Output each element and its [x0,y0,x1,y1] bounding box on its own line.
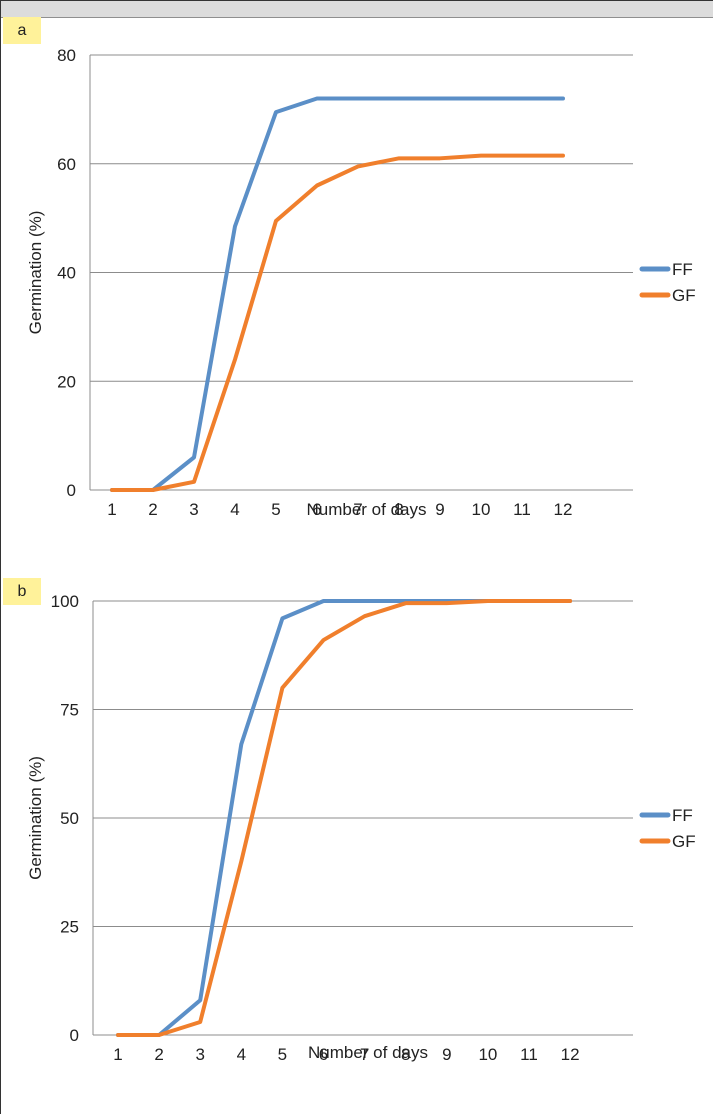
y-tick-label: 40 [57,264,76,283]
y-tick-label: 0 [70,1026,79,1045]
x-tick-label: 1 [107,500,116,519]
legend-label-ff: FF [672,260,693,279]
y-tick-label: 75 [60,701,79,720]
x-tick-label: 4 [230,500,239,519]
y-tick-label: 50 [60,809,79,828]
x-tick-label: 10 [478,1045,497,1064]
y-axis-title: Germination (%) [26,211,45,335]
x-axis-title: Number of days [308,1043,428,1062]
x-tick-label: 9 [435,500,444,519]
y-tick-label: 0 [67,481,76,500]
x-tick-label: 2 [148,500,157,519]
y-tick-label: 80 [57,46,76,65]
legend-label-gf: GF [672,286,696,305]
x-tick-label: 10 [472,500,491,519]
legend-label-ff: FF [672,806,693,825]
x-tick-label: 11 [520,1045,538,1064]
x-axis-title: Number of days [307,500,427,519]
x-tick-label: 3 [189,500,198,519]
y-tick-label: 20 [57,372,76,391]
x-tick-label: 12 [561,1045,580,1064]
y-tick-label: 25 [60,918,79,937]
x-tick-label: 5 [271,500,280,519]
y-tick-label: 60 [57,155,76,174]
y-axis-title: Germination (%) [26,756,45,880]
x-tick-label: 11 [513,500,531,519]
y-tick-label: 100 [51,592,79,611]
x-tick-label: 1 [113,1045,122,1064]
x-tick-label: 3 [195,1045,204,1064]
top-strip [1,1,713,18]
x-tick-label: 12 [554,500,573,519]
x-tick-label: 2 [154,1045,163,1064]
x-tick-label: 5 [278,1045,287,1064]
series-line-gf [112,156,563,490]
legend-label-gf: GF [672,832,696,851]
x-tick-label: 9 [442,1045,451,1064]
x-tick-label: 4 [237,1045,246,1064]
